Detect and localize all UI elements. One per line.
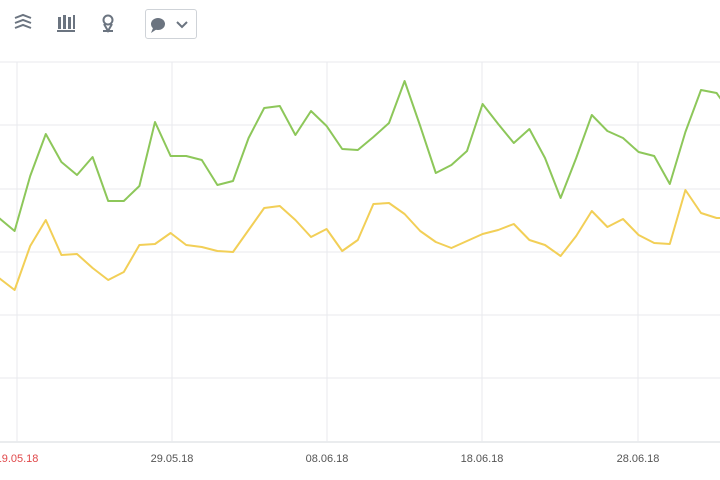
comment-dropdown[interactable]	[145, 9, 197, 39]
x-tick-label: 19.05.18	[0, 453, 38, 465]
chevron-down-icon	[176, 21, 188, 29]
x-tick-label: 29.05.18	[151, 453, 194, 465]
columns-icon[interactable]	[55, 12, 77, 34]
x-tick-label: 08.06.18	[306, 453, 349, 465]
horizontal-gridlines	[0, 61, 720, 443]
line-chart: 19.05.18 29.05.18 08.06.18 18.06.18 28.06.18	[0, 61, 720, 465]
series-line-1	[0, 80, 720, 232]
vertical-gridlines	[16, 62, 639, 442]
layers-icon[interactable]	[12, 12, 34, 34]
pin-icon[interactable]	[97, 12, 119, 34]
comment-icon	[151, 18, 165, 33]
x-tick-label: 28.06.18	[617, 453, 660, 465]
x-tick-label: 18.06.18	[461, 453, 504, 465]
series-line-2	[0, 189, 720, 291]
chart-toolbar	[0, 0, 720, 50]
x-tick-labels: 19.05.18 29.05.18 08.06.18 18.06.18 28.06.18	[0, 453, 659, 465]
series-layer	[0, 80, 720, 291]
